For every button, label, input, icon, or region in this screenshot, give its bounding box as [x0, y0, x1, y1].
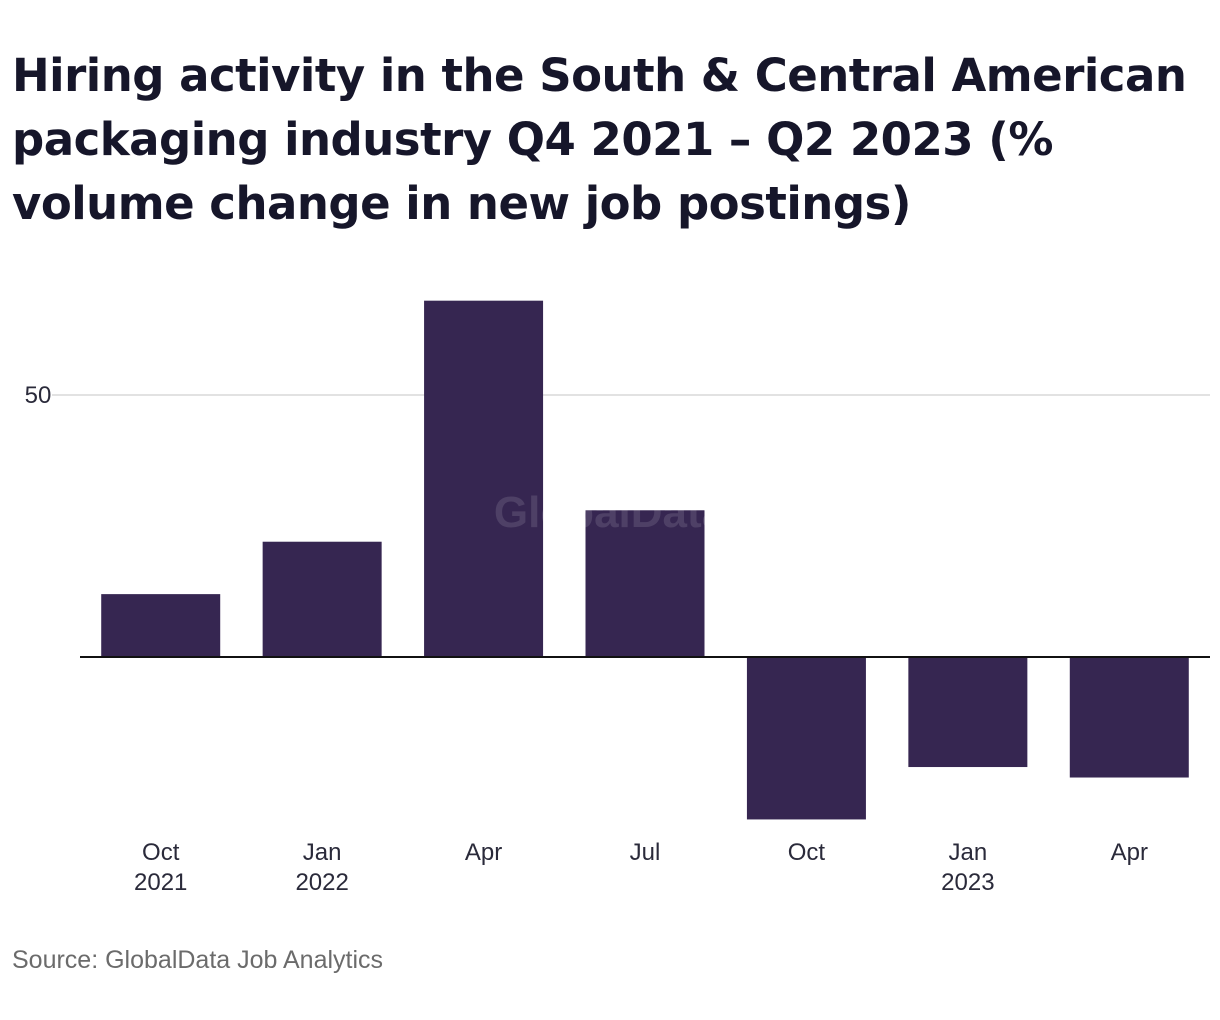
bar-3	[424, 300, 544, 657]
x-tick-label: Oct	[142, 839, 180, 866]
x-tick-label: Jan	[303, 839, 342, 866]
x-tick-label: Apr	[1111, 839, 1148, 866]
x-axis-labels: Oct 2021 Jan 2022 Apr Jul Oct Jan 2023 Apr	[134, 839, 1148, 896]
chart-title: Hiring activity in the South & Central A…	[12, 49, 1187, 230]
bar-4	[585, 510, 705, 657]
bar-6	[908, 657, 1028, 768]
x-tick-label: 2022	[295, 869, 348, 896]
y-tick-label: 50	[25, 382, 52, 409]
bars	[101, 300, 1189, 820]
bar-7	[1069, 657, 1189, 778]
x-tick-label: Apr	[465, 839, 502, 866]
bar-5	[746, 657, 866, 820]
bar-1	[101, 594, 221, 657]
x-tick-label: Jul	[630, 839, 661, 866]
watermark: GlobalData	[494, 488, 727, 537]
x-tick-label: 2021	[134, 869, 187, 896]
y-axis-ticks: 50	[25, 382, 52, 409]
x-tick-label: Jan	[949, 839, 988, 866]
x-tick-label: Oct	[788, 839, 826, 866]
bar-2	[262, 541, 382, 657]
source-note: Source: GlobalData Job Analytics	[12, 946, 384, 974]
x-tick-label: 2023	[941, 869, 994, 896]
